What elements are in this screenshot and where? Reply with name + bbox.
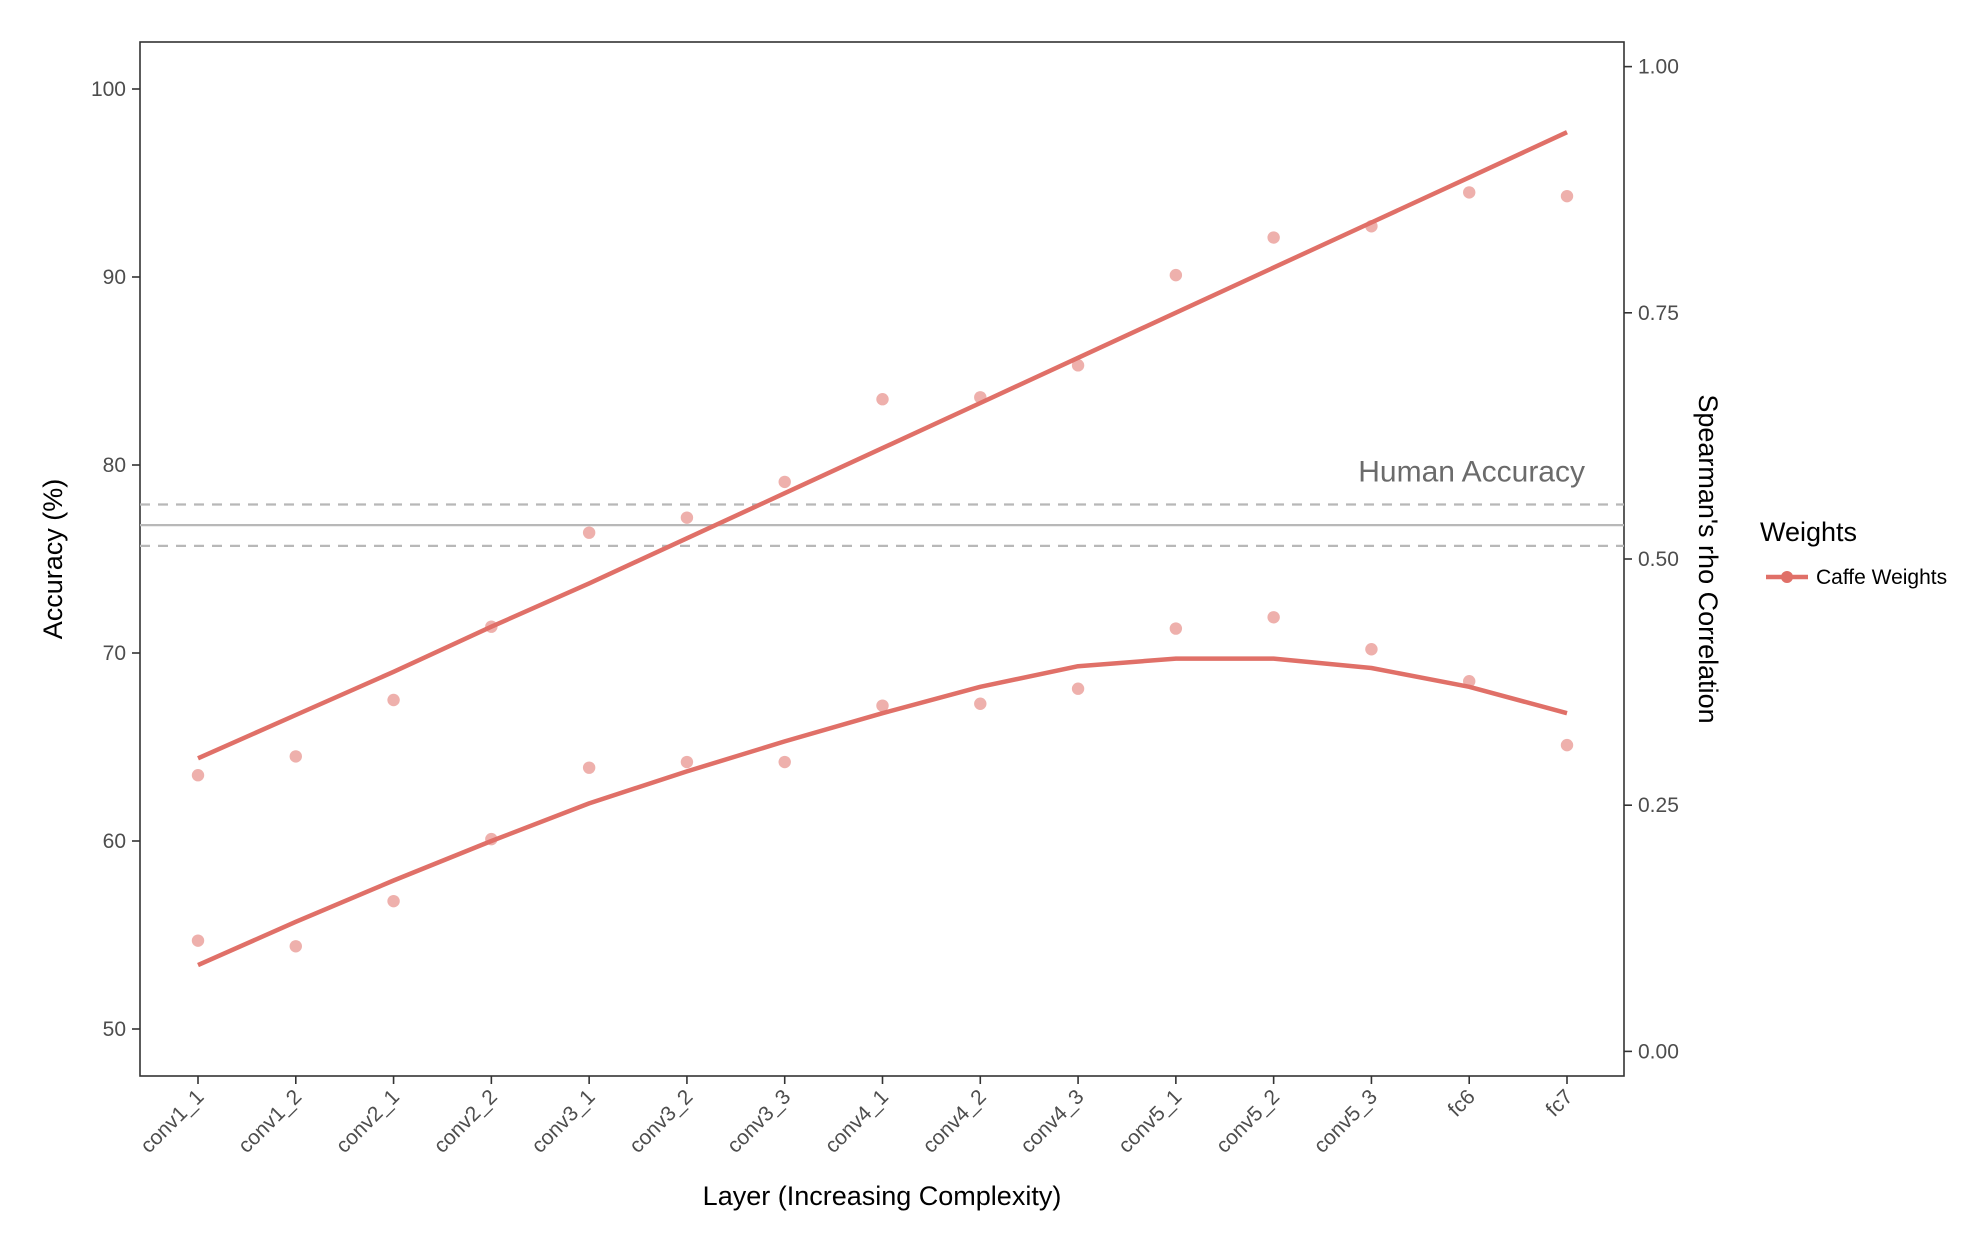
data-point-conv1-2: [289, 940, 302, 953]
left-y-axis-title: Accuracy (%): [38, 479, 68, 640]
legend-key-point: [1781, 571, 1793, 583]
data-point-conv5-3: [1365, 643, 1378, 656]
left-tick-label: 50: [103, 1018, 126, 1041]
data-point-conv5-2: [1267, 231, 1280, 244]
x-tick-label-conv1-1: conv1_1: [136, 1085, 208, 1157]
data-point-conv1-1: [191, 769, 205, 782]
left-tick-label: 70: [103, 642, 126, 665]
series-accuracy: [191, 130, 1574, 782]
left-tick-label: 90: [103, 266, 126, 289]
data-point-conv3-3: [778, 475, 791, 489]
data-point-conv3-3: [778, 755, 791, 769]
data-point-conv5-1: [1169, 268, 1183, 282]
x-tick-label-conv2-1: conv2_1: [332, 1085, 404, 1157]
legend-label: Caffe Weights: [1816, 566, 1947, 589]
fit-line-accuracy: [197, 130, 1568, 761]
data-point-conv2-2: [485, 832, 498, 846]
plot-panel: [139, 41, 1625, 1077]
x-tick-label-fc6: fc6: [1444, 1085, 1480, 1121]
x-tick-label-conv3-1: conv3_1: [527, 1085, 599, 1157]
x-tick-label-conv4-3: conv4_3: [1016, 1085, 1088, 1157]
right-tick-label: 1.00: [1638, 56, 1679, 79]
left-y-axis: 50 60 70 80 90 100: [91, 78, 140, 1041]
data-point-conv4-3: [1071, 359, 1085, 372]
x-tick-label-conv5-2: conv5_2: [1212, 1085, 1284, 1157]
fit-line-spearman-rho: [197, 656, 1568, 968]
x-tick-label-conv3-2: conv3_2: [625, 1085, 697, 1157]
data-point-fc6: [1463, 675, 1476, 688]
x-tick-label-conv4-1: conv4_1: [821, 1085, 893, 1157]
data-point-conv2-2: [485, 620, 498, 633]
x-axis: conv1_1 conv1_2 conv2_1 conv2_2 conv3_1 conv3…: [136, 1076, 1578, 1158]
data-point-conv3-2: [680, 511, 694, 524]
right-tick-label: 0.50: [1638, 548, 1679, 571]
data-point-conv3-1: [582, 761, 596, 774]
left-tick-label: 100: [91, 78, 126, 101]
x-tick-label-conv1-2: conv1_2: [234, 1085, 306, 1157]
data-point-fc6: [1463, 186, 1476, 199]
data-point-conv5-2: [1267, 611, 1280, 624]
data-point-conv4-1: [876, 699, 889, 712]
data-point-conv4-2: [974, 697, 987, 710]
x-axis-title: Layer (Increasing Complexity): [703, 1181, 1062, 1211]
series-spearman-rho: [191, 611, 1574, 968]
x-tick-label-conv2-2: conv2_2: [429, 1085, 501, 1157]
x-tick-label-fc7: fc7: [1541, 1085, 1577, 1121]
series-layer: [191, 130, 1574, 968]
data-point-conv4-3: [1071, 682, 1085, 695]
right-tick-label: 0.25: [1638, 794, 1679, 817]
right-tick-label: 0.00: [1638, 1040, 1679, 1063]
data-point-conv2-1: [387, 693, 400, 707]
human-accuracy-reference-lines: [140, 503, 1624, 547]
right-y-axis: 0.00 0.25 0.50 0.75 1.00: [1624, 56, 1679, 1063]
x-tick-label-conv4-2: conv4_2: [918, 1085, 990, 1157]
data-point-conv3-1: [582, 526, 596, 539]
right-y-axis-title: Spearman's rho Correlation: [1693, 394, 1723, 723]
legend: Weights Caffe Weights: [1760, 517, 1947, 589]
x-tick-label-conv5-1: conv5_1: [1114, 1085, 1186, 1157]
data-point-conv2-1: [387, 894, 400, 908]
data-point-conv4-1: [876, 393, 889, 406]
data-point-conv3-2: [680, 755, 694, 769]
data-point-conv5-3: [1365, 220, 1378, 233]
legend-title: Weights: [1760, 517, 1857, 547]
x-tick-label-conv5-3: conv5_3: [1310, 1085, 1382, 1157]
legend-entries: Caffe Weights: [1766, 566, 1947, 589]
human-accuracy-label: Human Accuracy: [1358, 455, 1585, 488]
data-point-conv1-1: [191, 934, 205, 947]
data-point-fc7: [1560, 189, 1574, 203]
data-point-fc7: [1560, 738, 1574, 752]
data-point-conv4-2: [974, 391, 987, 404]
data-point-conv5-1: [1169, 622, 1183, 635]
right-tick-label: 0.75: [1638, 302, 1679, 325]
x-tick-label-conv3-3: conv3_3: [723, 1085, 795, 1157]
data-point-conv1-2: [289, 750, 302, 763]
left-tick-label: 60: [103, 830, 126, 853]
left-tick-label: 80: [103, 454, 126, 477]
